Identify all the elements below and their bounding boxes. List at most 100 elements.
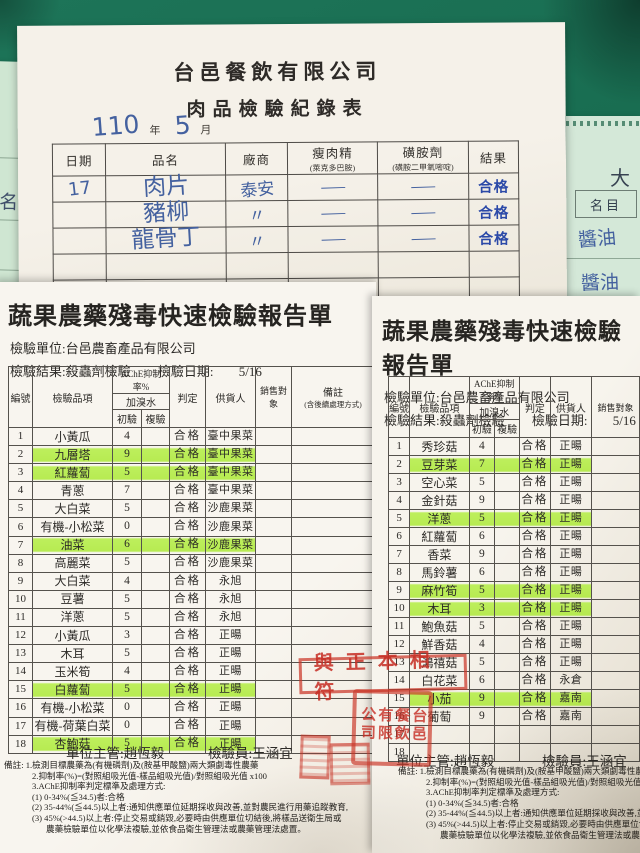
cell-result: 合格 bbox=[468, 224, 520, 252]
inspector-signature: 檢驗員:王涵宜 bbox=[542, 754, 627, 769]
col-header-first-test: 初驗 bbox=[112, 409, 142, 428]
cell-item: 紅蘿蔔 bbox=[409, 527, 470, 546]
cell-item: 九層塔 bbox=[32, 445, 113, 465]
cell-no: 14 bbox=[8, 662, 33, 682]
cell-supplier: 正暘 bbox=[549, 545, 592, 564]
cell-supplier: 沙鹿果菜 bbox=[205, 535, 256, 555]
cell-lean: — bbox=[287, 225, 379, 253]
cell-no: 16 bbox=[8, 698, 33, 718]
partial-stamp bbox=[299, 734, 331, 780]
cell-verdict: 合格 bbox=[519, 473, 551, 492]
cell-supplier: 永旭 bbox=[205, 589, 256, 609]
table-row: 5 洋蔥 5 合格 正暘 bbox=[387, 509, 640, 528]
cell-sales-target bbox=[590, 491, 640, 510]
cell-date bbox=[52, 227, 107, 255]
col-header-date: 日期 bbox=[52, 143, 106, 177]
column-header-cell: 名目 bbox=[575, 190, 637, 218]
cell-date bbox=[53, 253, 107, 281]
note-line: (1) 0-34%(≦34.5)者:合格 bbox=[426, 797, 519, 808]
table-row: 豬柳 〃 — — 合格 bbox=[52, 199, 519, 229]
table-row: 4 青蔥 7 合格 臺中果菜 bbox=[8, 481, 375, 501]
table-row: 龍骨丁 〃 — — 合格 bbox=[52, 224, 520, 255]
cell-verdict: 合格 bbox=[169, 734, 206, 754]
cell-no: 6 bbox=[8, 517, 33, 537]
table-row: 8 高麗菜 5 合格 沙鹿果菜 bbox=[8, 553, 375, 573]
cell-supplier: 沙鹿果菜 bbox=[205, 553, 256, 573]
company-name: 台邑餐飲有限公司 bbox=[173, 59, 382, 85]
cell-verdict: 合格 bbox=[169, 589, 206, 609]
table-row: 17 肉片 泰安 — — 合格 bbox=[52, 173, 519, 203]
cell-no: 5 bbox=[387, 509, 411, 528]
col-header-sales: 銷售對象 bbox=[255, 366, 292, 428]
col-header-ache: AChE抑制率% bbox=[468, 376, 521, 404]
partial-label: 大 bbox=[610, 168, 630, 190]
cell-first-test: 3 bbox=[468, 599, 496, 618]
cell-retest bbox=[494, 545, 521, 564]
cell-first-test: 6 bbox=[112, 535, 142, 555]
cell-sales-target bbox=[590, 743, 640, 762]
cell-supplier: 嘉南 bbox=[549, 707, 592, 726]
cell-first-test: 5 bbox=[112, 680, 142, 700]
cell-first-test: 5 bbox=[112, 463, 142, 483]
cell-supplier: 臺中果菜 bbox=[205, 445, 256, 465]
cell-first-test: 5 bbox=[468, 617, 496, 636]
cell-date bbox=[52, 201, 106, 229]
cell-verdict: 合格 bbox=[519, 545, 551, 564]
cell-no: 3 bbox=[8, 463, 33, 483]
cell-first-test: 5 bbox=[112, 607, 142, 628]
cell-first-test: 5 bbox=[112, 589, 142, 609]
col-header-result: 結果 bbox=[468, 140, 519, 174]
partial-label: 名 bbox=[0, 192, 19, 214]
cell-supplier: 永倉 bbox=[549, 671, 592, 690]
cell-first-test: 5 bbox=[112, 553, 142, 573]
cell-vendor: 〃 bbox=[225, 200, 288, 227]
cell-sales-target bbox=[255, 607, 292, 628]
cell-verdict: 合格 bbox=[519, 689, 551, 708]
cell-lean: — bbox=[287, 199, 378, 227]
table-row: 10 豆薯 5 合格 永旭 bbox=[8, 589, 375, 609]
cell-supplier: 正暘 bbox=[205, 662, 256, 682]
supervisor-signature: 單位主管:趙恆毅 bbox=[66, 746, 165, 761]
cell-item: 空心菜 bbox=[409, 473, 470, 492]
cell-first-test: 5 bbox=[468, 581, 496, 600]
cell-retest bbox=[141, 716, 170, 736]
month-label: 月 bbox=[200, 124, 212, 137]
table-row: 9 麻竹筍 5 合格 正暘 bbox=[387, 581, 640, 600]
cell-verdict: 合格 bbox=[169, 426, 206, 447]
cell-sulfa: — bbox=[377, 199, 469, 226]
cell-sales-target bbox=[590, 527, 640, 546]
cell-retest bbox=[141, 445, 170, 465]
veg-report-left-sheet: 蔬果農藥殘毒快速檢驗報告單 檢驗單位:台邑農畜產品有限公司 檢驗結果:殺蟲劑檢驗… bbox=[0, 282, 376, 853]
col-header-lean: 瘦肉精 (萊克多巴胺) bbox=[287, 141, 378, 175]
table-row bbox=[53, 250, 520, 281]
cell-verdict: 合格 bbox=[519, 653, 551, 672]
cell-verdict bbox=[519, 725, 551, 744]
cell-sales-target bbox=[255, 499, 292, 519]
supervisor-signature: 單位主管:趙恆毅 bbox=[396, 754, 495, 769]
cell-sales-target bbox=[255, 644, 292, 664]
cell-item: 杏鮑菇 bbox=[32, 734, 113, 754]
cell-retest bbox=[141, 607, 170, 628]
cell-verdict: 合格 bbox=[169, 445, 206, 465]
cell-name: 龍骨丁 bbox=[105, 224, 227, 254]
col-header-retest: 複驗 bbox=[494, 419, 521, 438]
cell-sales-target bbox=[255, 716, 292, 736]
col-header-vendor: 廠商 bbox=[225, 142, 288, 175]
cell-sales-target bbox=[255, 535, 292, 555]
cell-sales-target bbox=[590, 653, 640, 672]
col-header-water: 加溴水 bbox=[112, 393, 170, 410]
cell-no: 4 bbox=[8, 481, 33, 501]
soy-sauce-entry: 醬油 bbox=[580, 271, 620, 295]
cell-item: 洋蔥 bbox=[32, 607, 113, 628]
cell-supplier: 正暘 bbox=[549, 437, 592, 456]
cell-supplier: 正暘 bbox=[205, 626, 256, 646]
meat-table: 日期 品名 廠商 瘦肉精 (萊克多巴胺) 磺胺劑 (磺胺二甲氧嘧啶) 結果 17 肉… bbox=[52, 140, 520, 302]
cell-item: 鮑魚菇 bbox=[409, 617, 470, 636]
table-row: 15 白蘿蔔 5 合格 正暘 bbox=[8, 680, 375, 700]
cell-supplier: 正暘 bbox=[549, 527, 592, 546]
table-row: 16 葡萄 9 合格 嘉南 bbox=[387, 707, 640, 726]
partial-stamp bbox=[329, 742, 371, 786]
cell-first-test: 9 bbox=[468, 689, 496, 708]
veg-table-left: 編號 檢驗品項 AChE抑制率% 判定 供貨人 銷售對象 備註 (含後續處理方式)… bbox=[8, 366, 375, 754]
cell-retest bbox=[141, 481, 170, 501]
